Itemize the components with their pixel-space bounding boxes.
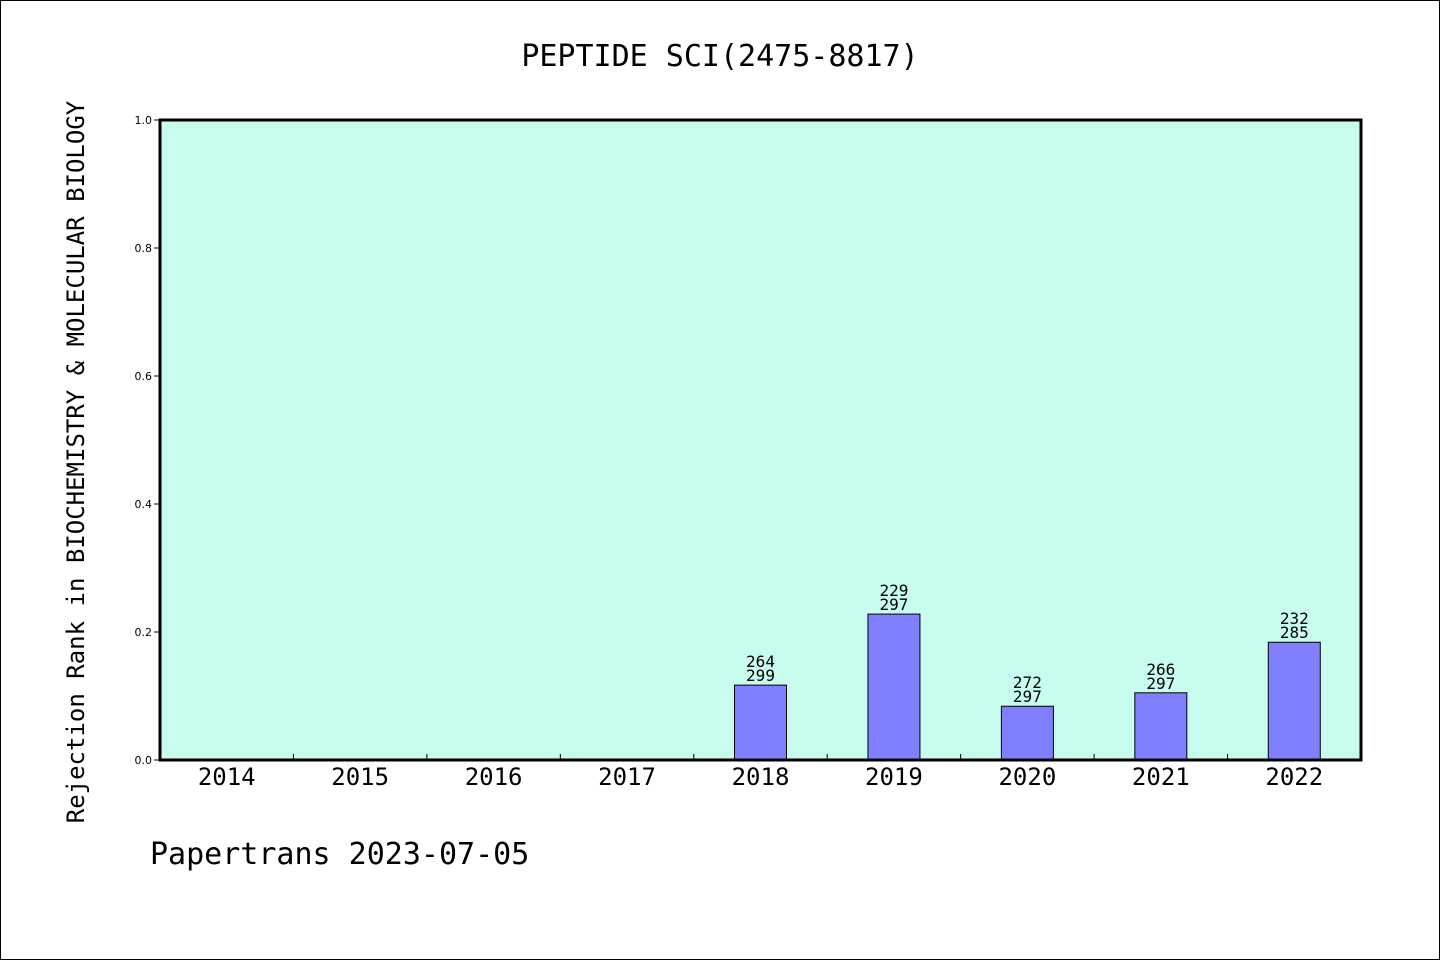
bar bbox=[1267, 641, 1321, 761]
x-tick-label: 2015 bbox=[331, 763, 389, 791]
y-axis-label: Rejection Rank in BIOCHEMISTRY & MOLECUL… bbox=[62, 100, 90, 823]
bar-label-rank: 229 bbox=[879, 581, 908, 600]
x-tick-label: 2022 bbox=[1265, 763, 1323, 791]
plot-border bbox=[158, 118, 1363, 762]
bar-label-rank: 272 bbox=[1013, 673, 1042, 692]
y-tick-label: 0.4 bbox=[135, 498, 153, 511]
y-tick-label: 0.6 bbox=[135, 370, 153, 383]
y-tick-label: 0.8 bbox=[135, 242, 153, 255]
x-tick-label: 2014 bbox=[198, 763, 256, 791]
y-tick-label: 1.0 bbox=[135, 114, 153, 127]
footer-source-date: Papertrans 2023-07-05 bbox=[150, 837, 529, 872]
y-tick-label: 0.0 bbox=[135, 754, 153, 767]
bar-label-rank: 266 bbox=[1146, 660, 1175, 679]
bar-label-rank: 264 bbox=[746, 652, 775, 671]
bar-label-total: 299 bbox=[746, 666, 775, 685]
x-tick-label: 2019 bbox=[865, 763, 923, 791]
x-tick-label: 2016 bbox=[465, 763, 523, 791]
chart-title: PEPTIDE SCI(2475-8817) bbox=[521, 39, 918, 74]
bar-label-total: 297 bbox=[1146, 674, 1175, 693]
x-tick-label: 2021 bbox=[1132, 763, 1190, 791]
bar bbox=[867, 613, 921, 761]
x-tick-label: 2020 bbox=[998, 763, 1056, 791]
bar bbox=[1134, 692, 1188, 761]
bar-label-rank: 232 bbox=[1280, 609, 1309, 628]
bar-label-total: 297 bbox=[1013, 687, 1042, 706]
bar-label-total: 297 bbox=[879, 595, 908, 614]
plot-area bbox=[160, 120, 1361, 760]
bar bbox=[1000, 705, 1054, 761]
x-tick-label: 2017 bbox=[598, 763, 656, 791]
bar bbox=[734, 684, 787, 761]
y-tick-label: 0.2 bbox=[135, 626, 153, 639]
bar-label-total: 285 bbox=[1280, 623, 1309, 642]
x-tick-label: 2018 bbox=[732, 763, 790, 791]
